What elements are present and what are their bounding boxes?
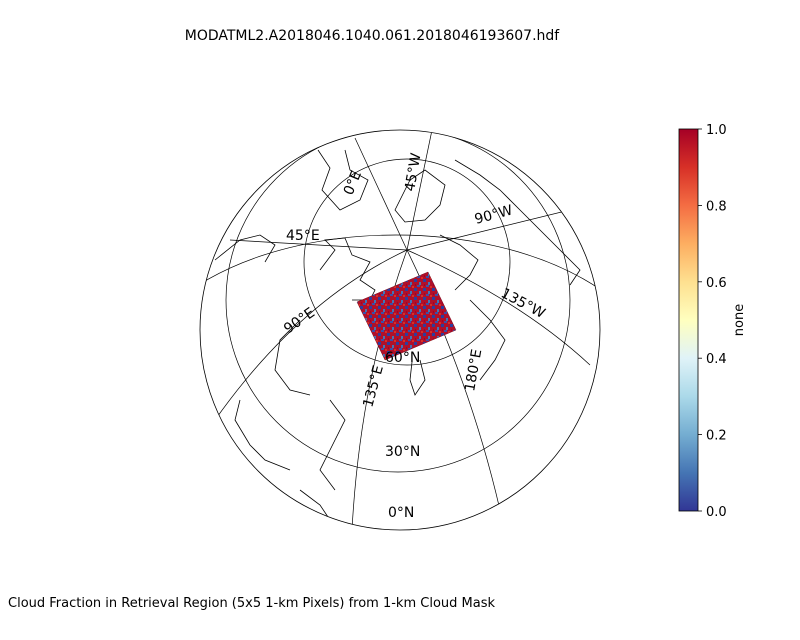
parallel-60n [303,158,511,366]
label-60n: 60°N [385,350,420,366]
colorbar-ramp [678,128,699,512]
colorbar-tick-label: 0.6 [706,276,727,291]
figure-caption: Cloud Fraction in Retrieval Region (5x5 … [8,596,496,611]
colorbar-tick-label: 0.0 [706,505,727,520]
label-0n: 0°N [388,505,414,521]
label-180e: 180°E [462,348,485,393]
label-90w: 90°W [473,202,515,228]
globe-outline [199,129,601,531]
label-135e: 135°E [360,364,386,409]
colorbar-tick-label: 0.2 [706,429,727,444]
parallel-30n [225,130,571,473]
colorbar-label: none [732,304,747,336]
label-45e: 45°E [286,228,320,244]
colorbar-tick-label: 0.4 [706,352,727,367]
label-45w: 45°W [402,152,424,193]
label-90e: 90°E [281,305,318,337]
parallel-0n [200,234,600,530]
cloud-fraction-granule [356,271,457,361]
label-135w: 135°W [498,285,548,322]
colorbar-tick-label: 1.0 [706,123,727,138]
figure-title: MODATML2.A2018046.1040.061.2018046193607… [184,28,560,44]
meridians [214,130,591,530]
label-0e: 0°E [341,169,365,198]
label-30n: 30°N [385,444,420,460]
colorbar-tick-label: 0.8 [706,199,727,214]
colorbar: 0.0 0.2 0.4 0.6 0.8 1.0 none [678,123,747,520]
colorbar-ticks: 0.0 0.2 0.4 0.6 0.8 1.0 [698,123,727,520]
